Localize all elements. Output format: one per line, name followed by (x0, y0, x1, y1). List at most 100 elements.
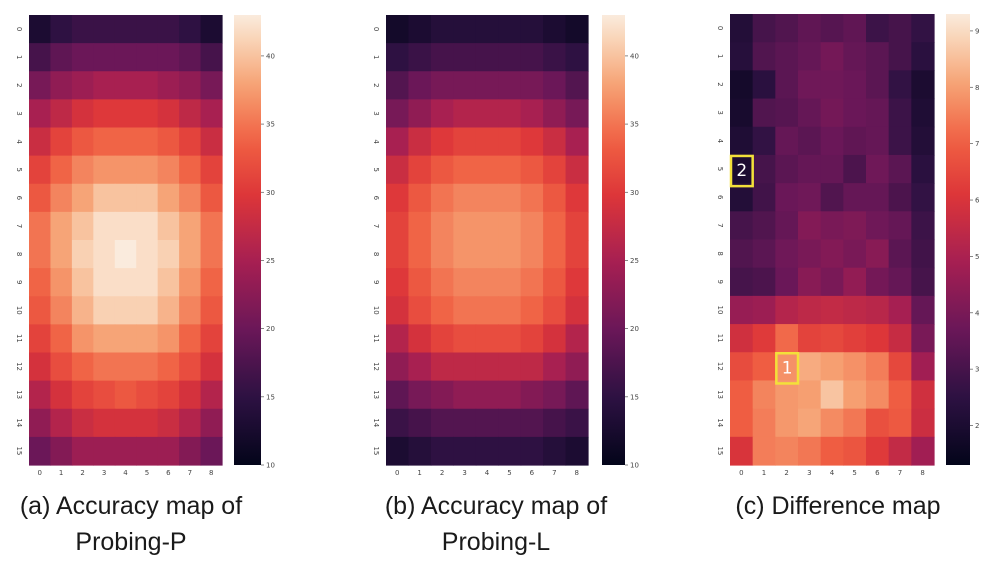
heatmap-c-cell-r2-c7 (888, 70, 912, 100)
heatmap-c-cell-r12-c4 (820, 352, 844, 382)
heatmap-b-ytick-3: 3 (372, 111, 380, 115)
heatmap-c-xtick-5: 5 (852, 469, 856, 477)
heatmap-b-cell-r15-c3 (453, 436, 477, 466)
heatmap-a-cell-r11-c3 (93, 324, 116, 354)
heatmap-b-ytick-6: 6 (372, 196, 380, 201)
heatmap-a-cell-r6-c6 (157, 183, 180, 213)
heatmap-b-xtick-3: 3 (462, 469, 466, 477)
heatmap-c-cell-r14-c5 (843, 408, 867, 438)
annotation-box-2 (729, 154, 754, 188)
heatmap-c-cell-r9-c6 (866, 267, 890, 297)
heatmap-c-cell-r15-c6 (866, 436, 890, 466)
heatmap-a-cell-r3-c5 (136, 99, 159, 129)
heatmap-c-cell-r13-c6 (866, 380, 890, 410)
heatmap-c-cell-r2-c0 (730, 70, 754, 100)
heatmap-b-cell-r13-c6 (520, 380, 544, 410)
heatmap-c-cell-r2-c8 (911, 70, 935, 100)
heatmap-c-cell-r4-c5 (843, 126, 867, 156)
heatmap-a-cell-r2-c3 (93, 71, 116, 100)
heatmap-a-cell-r13-c0 (29, 380, 52, 410)
heatmap-c-ytick-12: 12 (716, 362, 724, 371)
heatmap-c-cell-r1-c1 (752, 42, 776, 71)
heatmap-c-cell-r11-c8 (911, 324, 935, 353)
heatmap-a-cell-r9-c7 (179, 268, 202, 297)
heatmap-b-cell-r3-c2 (430, 99, 454, 129)
heatmap-a-cell-r8-c3 (93, 240, 116, 269)
heatmap-b-cell-r10-c4 (475, 296, 499, 325)
heatmap-a-cell-r7-c5 (136, 211, 159, 241)
heatmap-c-cell-r10-c6 (866, 295, 890, 325)
heatmap-c-cell-r1-c6 (866, 42, 890, 71)
heatmap-c-cell-r6-c5 (843, 183, 867, 212)
heatmap-a-cell-r14-c7 (179, 408, 202, 438)
heatmap-a-cell-r13-c7 (179, 380, 202, 410)
heatmap-c-cell-r10-c4 (820, 295, 844, 325)
heatmap-c-cell-r4-c0 (730, 126, 754, 156)
heatmap-c-cell-r8-c0 (730, 239, 754, 269)
heatmap-c-cell-r0-c4 (820, 14, 844, 43)
heatmap-c-cell-r2-c2 (775, 70, 799, 100)
heatmap-b-cell-r11-c7 (543, 324, 567, 354)
heatmap-a-cell-r4-c8 (200, 127, 223, 157)
heatmap-c-cell-r8-c7 (888, 239, 912, 269)
heatmap-a-cell-r11-c0 (29, 324, 52, 354)
heatmap-b-cell-r1-c2 (430, 43, 454, 72)
heatmap-c-cell-r1-c2 (775, 42, 799, 71)
caption-b-line2: Probing-L (441, 528, 551, 556)
heatmap-c-cell-r5-c5 (843, 154, 867, 184)
colorbar-a (234, 15, 261, 465)
heatmap-c-cell-r12-c6 (866, 352, 890, 382)
heatmap-b-cell-r2-c3 (453, 71, 477, 100)
caption-c: (c) Difference map (718, 488, 958, 524)
heatmap-a-cell-r0-c1 (50, 15, 73, 44)
heatmap-a-cell-r9-c1 (50, 268, 73, 297)
heatmap-b-xtick-8: 8 (575, 469, 579, 477)
heatmap-c-cell-r13-c4 (820, 380, 844, 410)
heatmap-c-cell-r13-c1 (752, 380, 776, 410)
heatmap-c-xtick-6: 6 (875, 469, 880, 477)
heatmap-b-cell-r13-c3 (453, 380, 477, 410)
heatmap-c-ytick-15: 15 (716, 446, 724, 455)
heatmap-b-cell-r10-c2 (430, 296, 454, 325)
caption-c-line1: (c) Difference map (735, 492, 941, 520)
heatmap-b-xtick-6: 6 (530, 469, 535, 477)
heatmap-a-cell-r12-c8 (200, 352, 223, 382)
heatmap-a-cell-r9-c3 (93, 268, 116, 297)
heatmap-a-ytick-9: 9 (15, 280, 23, 284)
heatmap-b-cell-r2-c1 (408, 71, 432, 100)
heatmap-a-ytick-2: 2 (15, 83, 23, 87)
heatmap-c-cell-r12-c5 (843, 352, 867, 382)
heatmap-b-cell-r13-c5 (498, 380, 522, 410)
heatmap-a-cell-r13-c1 (50, 380, 73, 410)
heatmap-a-cell-r7-c7 (179, 211, 202, 241)
heatmap-a-cell-r7-c1 (50, 211, 73, 241)
heatmap-b-cell-r4-c6 (520, 127, 544, 157)
heatmap-c-xtick-2: 2 (784, 469, 788, 477)
heatmap-b-cell-r15-c1 (408, 436, 432, 466)
heatmap-b-ytick-11: 11 (372, 334, 380, 343)
heatmap-a-cell-r7-c6 (157, 211, 180, 241)
heatmap-a-cell-r14-c8 (200, 408, 223, 438)
heatmap-b-cell-r14-c6 (520, 408, 544, 438)
heatmap-b-cell-r8-c1 (408, 240, 432, 269)
heatmap-a-ytick-6: 6 (15, 196, 23, 201)
heatmap-c-cell-r7-c5 (843, 211, 867, 241)
heatmap-b-cell-r12-c6 (520, 352, 544, 382)
heatmap-c-cell-r3-c7 (888, 98, 912, 128)
heatmap-a-cell-r12-c3 (93, 352, 116, 382)
heatmap-c-cell-r6-c0 (730, 183, 754, 212)
heatmap-c-cell-r12-c3 (798, 352, 822, 382)
heatmap-b-cell-r5-c6 (520, 155, 544, 185)
heatmap-b-ytick-8: 8 (372, 252, 380, 256)
heatmap-a-cell-r1-c8 (200, 43, 223, 72)
heatmap-a-cell-r12-c2 (71, 352, 94, 382)
heatmap-c-cell-r8-c6 (866, 239, 890, 269)
heatmap-a-cell-r4-c6 (157, 127, 180, 157)
heatmap-b-cell-r9-c8 (565, 268, 589, 297)
heatmap-b-cell-r4-c0 (386, 127, 410, 157)
heatmap-c-cell-r8-c4 (820, 239, 844, 269)
heatmap-b-cell-r5-c8 (565, 155, 589, 185)
heatmap-c-cell-r14-c2 (775, 408, 799, 438)
